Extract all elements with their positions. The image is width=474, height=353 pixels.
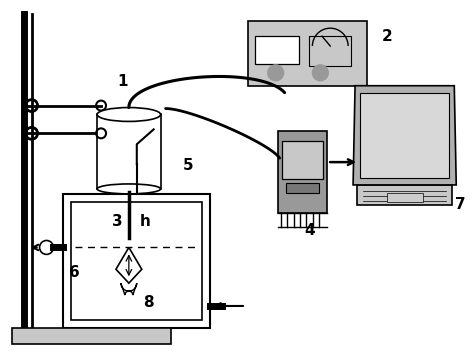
Text: 6: 6 <box>69 265 80 280</box>
Text: 1: 1 <box>118 74 128 89</box>
FancyBboxPatch shape <box>97 114 161 189</box>
Polygon shape <box>353 86 456 185</box>
Text: 5: 5 <box>183 157 194 173</box>
Circle shape <box>268 65 283 81</box>
FancyBboxPatch shape <box>360 93 449 178</box>
FancyBboxPatch shape <box>12 328 171 344</box>
Polygon shape <box>97 189 161 192</box>
Text: 2: 2 <box>382 29 392 44</box>
Text: 7: 7 <box>455 197 465 212</box>
FancyBboxPatch shape <box>71 202 202 320</box>
Text: 8: 8 <box>144 294 154 310</box>
FancyBboxPatch shape <box>248 21 367 86</box>
Ellipse shape <box>97 184 161 194</box>
Text: 4: 4 <box>304 223 315 238</box>
Circle shape <box>312 65 328 81</box>
FancyBboxPatch shape <box>282 141 323 179</box>
Text: h: h <box>139 214 150 229</box>
Polygon shape <box>121 283 137 295</box>
Polygon shape <box>116 247 142 283</box>
Ellipse shape <box>97 108 161 121</box>
FancyBboxPatch shape <box>286 183 319 193</box>
Polygon shape <box>357 185 452 205</box>
Text: 3: 3 <box>112 214 122 229</box>
FancyBboxPatch shape <box>255 36 299 64</box>
FancyBboxPatch shape <box>64 194 210 328</box>
FancyBboxPatch shape <box>278 131 327 213</box>
FancyBboxPatch shape <box>387 193 422 202</box>
